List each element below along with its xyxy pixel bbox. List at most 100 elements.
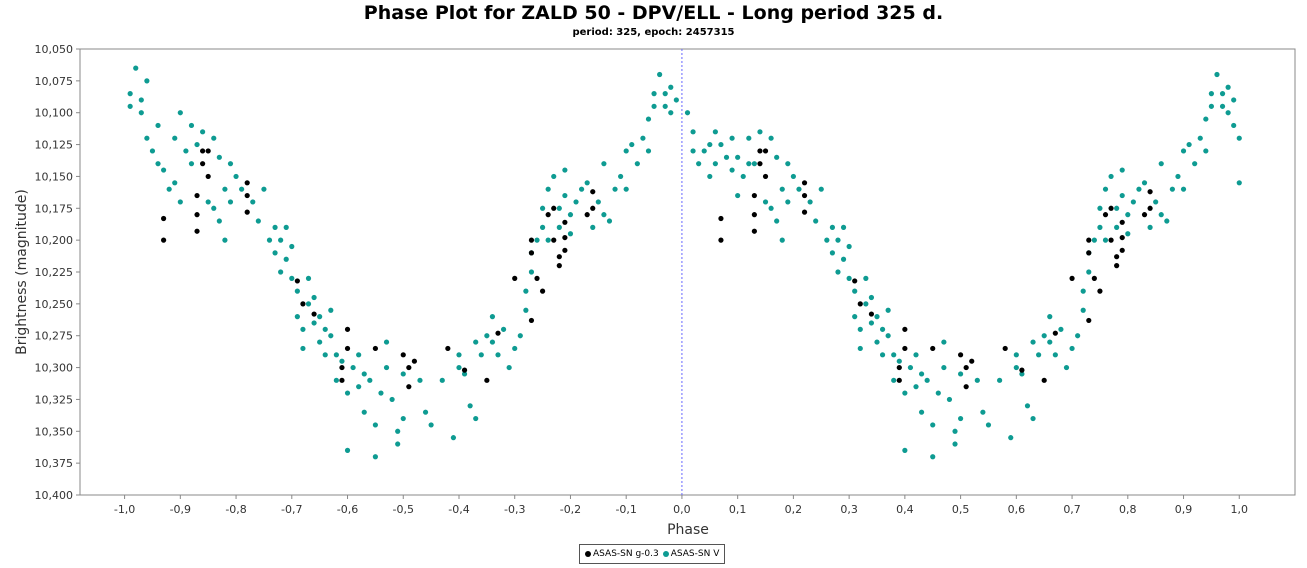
point-asassn-v xyxy=(133,65,139,71)
point-asassn-v xyxy=(1192,161,1198,167)
plot-area xyxy=(79,48,1296,496)
point-asassn-v xyxy=(216,154,222,160)
point-asassn-v xyxy=(272,224,278,230)
point-asassn-v xyxy=(188,161,195,167)
point-asassn-v xyxy=(545,186,551,192)
point-asassn-g xyxy=(902,326,908,332)
point-asassn-v xyxy=(918,371,925,377)
point-asassn-v xyxy=(952,441,958,447)
y-tick-label: 10,225 xyxy=(35,266,74,279)
point-asassn-v xyxy=(1058,326,1064,332)
point-asassn-g xyxy=(1114,254,1120,260)
point-asassn-v xyxy=(523,307,529,313)
point-asassn-v xyxy=(1047,339,1053,345)
point-asassn-g xyxy=(1002,345,1008,352)
point-asassn-v xyxy=(1136,186,1142,192)
point-asassn-v xyxy=(913,352,919,358)
point-asassn-v xyxy=(266,237,273,243)
point-asassn-v xyxy=(657,71,663,78)
axis-ticks: -1,0 -0,9 -0,8 -0,7 -0,6 -0,5 -0,4 -0,3 -0,2 -0,1… xyxy=(35,43,1249,516)
point-asassn-v xyxy=(612,186,618,192)
point-asassn-g xyxy=(1147,189,1153,195)
point-asassn-v xyxy=(690,148,696,154)
point-asassn-v xyxy=(662,103,668,109)
point-asassn-v xyxy=(601,212,607,218)
point-asassn-v xyxy=(729,135,735,141)
point-asassn-v xyxy=(1203,116,1209,122)
point-asassn-v xyxy=(774,154,780,160)
point-asassn-g xyxy=(1147,205,1153,211)
point-asassn-v xyxy=(233,173,239,180)
point-asassn-v xyxy=(272,250,278,256)
point-asassn-v xyxy=(623,186,629,192)
y-tick-label: 10,325 xyxy=(35,393,74,406)
point-asassn-v xyxy=(172,180,178,186)
point-asassn-v xyxy=(718,141,724,148)
point-asassn-v xyxy=(829,224,836,230)
point-asassn-v xyxy=(250,199,256,205)
point-asassn-v xyxy=(768,135,774,141)
point-asassn-v xyxy=(1024,403,1031,409)
point-asassn-v xyxy=(450,435,457,441)
point-asassn-g xyxy=(512,275,518,281)
point-asassn-g xyxy=(969,358,975,364)
point-asassn-v xyxy=(166,186,172,192)
point-asassn-g xyxy=(1141,212,1148,218)
point-asassn-v xyxy=(957,371,964,377)
point-asassn-g xyxy=(484,377,490,383)
chart-title: Phase Plot for ZALD 50 - DPV/ELL - Long … xyxy=(363,2,944,24)
point-asassn-v xyxy=(328,307,334,313)
point-asassn-v xyxy=(227,199,234,205)
legend-swatch-asassn-v xyxy=(662,551,669,557)
point-asassn-v xyxy=(1041,333,1047,339)
point-asassn-v xyxy=(127,103,133,109)
point-asassn-v xyxy=(573,199,579,205)
point-asassn-v xyxy=(985,422,992,428)
point-asassn-v xyxy=(500,326,507,332)
point-asassn-v xyxy=(785,199,791,205)
point-asassn-v xyxy=(640,135,646,141)
point-asassn-v xyxy=(356,384,362,390)
point-asassn-v xyxy=(211,135,217,141)
point-asassn-v xyxy=(846,275,852,281)
point-asassn-g xyxy=(1052,330,1058,336)
point-asassn-v xyxy=(1208,91,1214,97)
point-asassn-g xyxy=(551,205,557,211)
point-asassn-g xyxy=(551,237,557,243)
point-asassn-v xyxy=(473,415,479,422)
point-asassn-v xyxy=(556,224,562,230)
point-asassn-v xyxy=(395,441,401,447)
point-asassn-v xyxy=(417,377,423,383)
point-asassn-g xyxy=(400,352,406,358)
x-tick-label: -1,0 xyxy=(114,503,135,516)
point-asassn-g xyxy=(868,311,875,317)
x-tick-label: 0,5 xyxy=(952,503,970,516)
point-asassn-v xyxy=(1186,141,1192,148)
point-asassn-v xyxy=(305,301,312,307)
point-asassn-v xyxy=(885,333,891,339)
point-asassn-v xyxy=(1203,148,1209,154)
point-asassn-v xyxy=(1102,237,1109,243)
point-asassn-g xyxy=(311,311,317,317)
point-asassn-v xyxy=(367,377,373,383)
point-asassn-v xyxy=(172,135,178,141)
legend-swatch-asassn-g xyxy=(585,551,591,557)
point-asassn-v xyxy=(512,345,518,352)
point-asassn-v xyxy=(283,256,289,262)
point-asassn-v xyxy=(857,345,863,352)
y-axis-title: Brightness (magnitude) xyxy=(14,189,30,355)
x-tick-label: 0,3 xyxy=(840,503,858,516)
point-asassn-v xyxy=(863,275,869,281)
point-asassn-v xyxy=(980,409,986,415)
point-asassn-v xyxy=(824,237,830,243)
point-asassn-g xyxy=(857,301,863,307)
chart-subtitle: period: 325, epoch: 2457315 xyxy=(572,27,735,38)
point-asassn-v xyxy=(1052,352,1058,358)
point-asassn-v xyxy=(1175,173,1181,180)
x-tick-label: -0,4 xyxy=(448,503,469,516)
point-asassn-g xyxy=(757,161,763,167)
y-tick-label: 10,275 xyxy=(35,330,74,343)
point-asassn-v xyxy=(840,256,847,262)
y-tick-label: 10,075 xyxy=(35,75,74,88)
